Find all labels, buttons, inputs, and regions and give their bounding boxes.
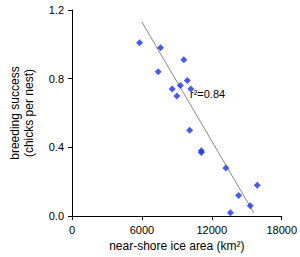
- svg-text:0.0: 0.0: [49, 210, 64, 222]
- svg-text:breeding success: breeding success: [8, 66, 22, 159]
- svg-text:18000: 18000: [266, 224, 297, 236]
- svg-text:6000: 6000: [130, 224, 154, 236]
- svg-text:0: 0: [69, 224, 75, 236]
- svg-text:0.4: 0.4: [49, 141, 64, 153]
- svg-text:(chicks per nest): (chicks per nest): [22, 69, 36, 157]
- svg-text:12000: 12000: [197, 224, 228, 236]
- svg-text:r²=0.84: r²=0.84: [190, 88, 225, 100]
- svg-text:near-shore ice area (km²): near-shore ice area (km²): [109, 239, 244, 253]
- svg-text:1.2: 1.2: [49, 4, 64, 16]
- svg-text:0.8: 0.8: [49, 73, 64, 85]
